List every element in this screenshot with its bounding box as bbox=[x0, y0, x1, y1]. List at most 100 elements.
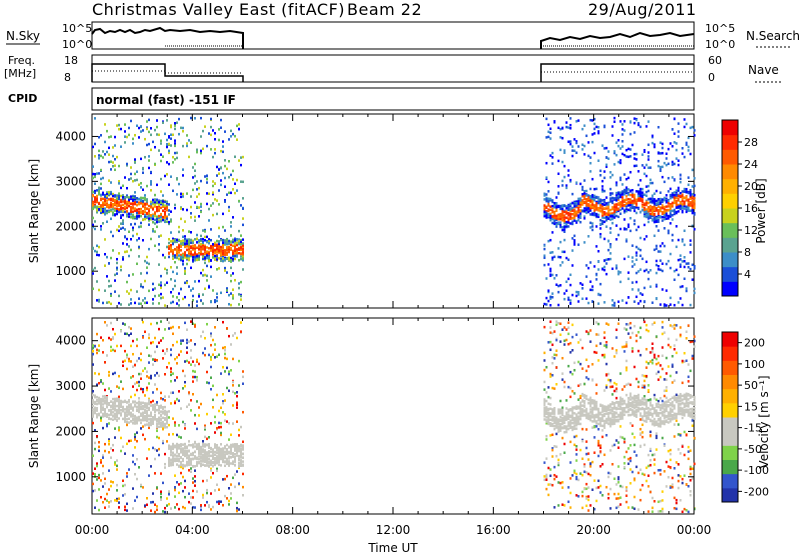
echo-cell bbox=[154, 162, 156, 166]
echo-cell bbox=[206, 500, 208, 504]
echo-cell bbox=[563, 225, 566, 229]
echo-cell bbox=[565, 280, 568, 284]
echo-cell bbox=[553, 277, 556, 280]
echo-cell bbox=[232, 460, 234, 463]
echo-cell bbox=[130, 420, 132, 423]
echo-cell bbox=[96, 299, 98, 302]
echo-cell bbox=[567, 298, 570, 301]
echo-cell bbox=[222, 365, 224, 369]
echo-cell bbox=[667, 202, 670, 205]
echo-cell bbox=[166, 440, 168, 443]
echo-cell bbox=[573, 149, 576, 153]
echo-cell bbox=[178, 454, 180, 457]
echo-cell bbox=[206, 381, 208, 384]
echo-cell bbox=[204, 443, 206, 446]
echo-cell bbox=[104, 140, 106, 144]
echo-cell bbox=[122, 387, 124, 391]
echo-cell bbox=[126, 472, 128, 475]
echo-cell bbox=[220, 259, 222, 263]
echo-cell bbox=[236, 243, 238, 247]
echo-cell bbox=[104, 264, 106, 267]
echo-cell bbox=[98, 245, 100, 249]
echo-cell bbox=[136, 381, 138, 384]
echo-cell bbox=[142, 390, 144, 394]
echo-cell bbox=[144, 198, 146, 202]
echo-cell bbox=[681, 206, 684, 210]
echo-cell bbox=[218, 138, 220, 142]
echo-cell bbox=[174, 506, 176, 509]
echo-cell bbox=[148, 421, 150, 425]
echo-cell bbox=[184, 495, 186, 499]
echo-cell bbox=[543, 204, 546, 207]
echo-cell bbox=[94, 249, 96, 253]
echo-cell bbox=[100, 336, 102, 339]
echo-cell bbox=[559, 127, 562, 131]
echo-cell bbox=[104, 201, 106, 205]
echo-cell bbox=[210, 459, 212, 462]
echo-cell bbox=[154, 457, 156, 461]
echo-cell bbox=[659, 259, 662, 262]
echo-cell bbox=[214, 421, 216, 424]
echo-cell bbox=[134, 209, 136, 213]
echo-cell bbox=[126, 475, 128, 478]
echo-cell bbox=[132, 418, 134, 422]
echo-cell bbox=[180, 249, 182, 252]
echo-cell bbox=[172, 249, 174, 252]
echo-cell bbox=[202, 445, 204, 448]
echo-cell bbox=[589, 170, 592, 173]
echo-cell bbox=[190, 195, 192, 198]
echo-cell bbox=[126, 250, 128, 253]
echo-cell bbox=[651, 205, 654, 209]
echo-cell bbox=[673, 278, 676, 282]
echo-cell bbox=[681, 190, 684, 193]
echo-cell bbox=[649, 268, 652, 272]
echo-cell bbox=[200, 205, 202, 208]
echo-cell bbox=[629, 199, 632, 203]
echo-cell bbox=[100, 209, 102, 213]
echo-cell bbox=[126, 367, 128, 371]
echo-cell bbox=[102, 201, 104, 204]
echo-cell bbox=[226, 251, 228, 255]
echo-cell bbox=[693, 193, 696, 197]
echo-cell bbox=[100, 419, 102, 422]
echo-cell bbox=[190, 212, 192, 215]
echo-cell bbox=[122, 445, 124, 449]
echo-cell bbox=[202, 256, 204, 259]
echo-cell bbox=[120, 210, 122, 213]
echo-cell bbox=[635, 152, 638, 156]
echo-cell bbox=[124, 235, 126, 238]
echo-cell bbox=[148, 402, 150, 406]
echo-cell bbox=[633, 222, 636, 226]
echo-cell bbox=[138, 405, 140, 408]
echo-cell bbox=[130, 197, 132, 201]
echo-cell bbox=[214, 456, 216, 460]
echo-cell bbox=[633, 195, 636, 198]
echo-cell bbox=[184, 239, 186, 243]
echo-cell bbox=[208, 241, 210, 245]
echo-cell bbox=[134, 133, 136, 137]
echo-cell bbox=[595, 278, 598, 281]
echo-cell bbox=[617, 300, 620, 303]
echo-cell bbox=[140, 225, 142, 228]
echo-cell bbox=[691, 202, 694, 205]
echo-cell bbox=[565, 207, 568, 210]
echo-cell bbox=[643, 286, 646, 290]
echo-cell bbox=[577, 290, 580, 294]
echo-cell bbox=[210, 365, 212, 369]
echo-cell bbox=[172, 161, 174, 164]
echo-cell bbox=[184, 295, 186, 299]
echo-cell bbox=[164, 283, 166, 287]
echo-cell bbox=[689, 251, 692, 254]
echo-cell bbox=[555, 196, 558, 199]
echo-cell bbox=[623, 228, 626, 231]
echo-cell bbox=[174, 401, 176, 405]
echo-cell bbox=[180, 255, 182, 259]
echo-cell bbox=[106, 424, 108, 428]
echo-cell bbox=[106, 401, 108, 405]
echo-cell bbox=[242, 197, 244, 200]
echo-cell bbox=[242, 244, 244, 247]
echo-cell bbox=[100, 211, 102, 215]
echo-cell bbox=[573, 208, 576, 211]
echo-cell bbox=[98, 396, 100, 400]
echo-cell bbox=[144, 202, 146, 206]
